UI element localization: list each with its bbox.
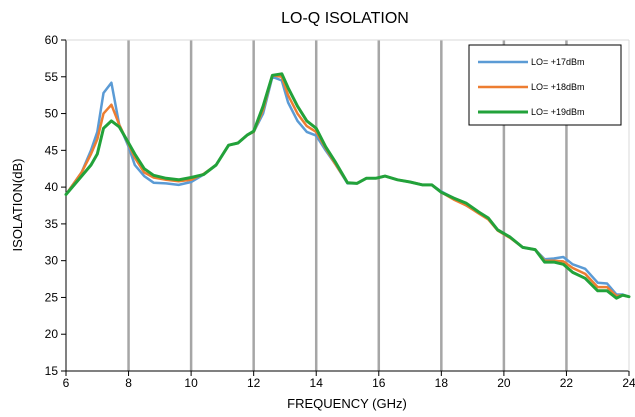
x-axis-label: FREQUENCY (GHz) [287,396,407,411]
chart-title: LO-Q ISOLATION [281,10,409,27]
y-tick-label-4: 35 [45,217,59,231]
y-axis-label: ISOLATION(dB) [10,159,25,252]
legend-label-2: LO= +18dBm [531,82,585,92]
y-tick-label-9: 60 [45,33,59,47]
y-tick-label-7: 50 [45,107,59,121]
series-lines [64,72,631,300]
x-tick-label-5: 16 [372,376,386,390]
y-tick-label-3: 30 [45,254,59,268]
legend-label-1: LO= +17dBm [531,57,585,67]
y-tick-label-8: 55 [45,70,59,84]
x-tick-label-6: 18 [435,376,449,390]
y-tick-label-6: 45 [45,143,59,157]
x-tick-label-0: 6 [63,376,70,390]
x-tick-label-1: 8 [125,376,132,390]
legend-label-3: LO= +19dBm [531,107,585,117]
x-tick-label-3: 12 [247,376,261,390]
x-tick-label-2: 10 [184,376,198,390]
series-line-3 [64,72,631,300]
x-tick-label-7: 20 [497,376,511,390]
x-tick-label-8: 22 [560,376,574,390]
x-tick-label-9: 24 [622,376,635,390]
y-tick-label-5: 40 [45,180,59,194]
legend: LO= +17dBm LO= +18dBm LO= +19dBm [468,44,622,126]
tick-labels: 15 20 25 30 35 40 45 50 55 60 6 8 10 12 14 16 18 20 22 24 [45,33,635,390]
y-tick-label-1: 20 [45,327,59,341]
axes [61,39,630,376]
x-tick-label-4: 14 [310,376,324,390]
y-tick-label-0: 15 [45,364,59,378]
y-tick-label-2: 25 [45,290,59,304]
